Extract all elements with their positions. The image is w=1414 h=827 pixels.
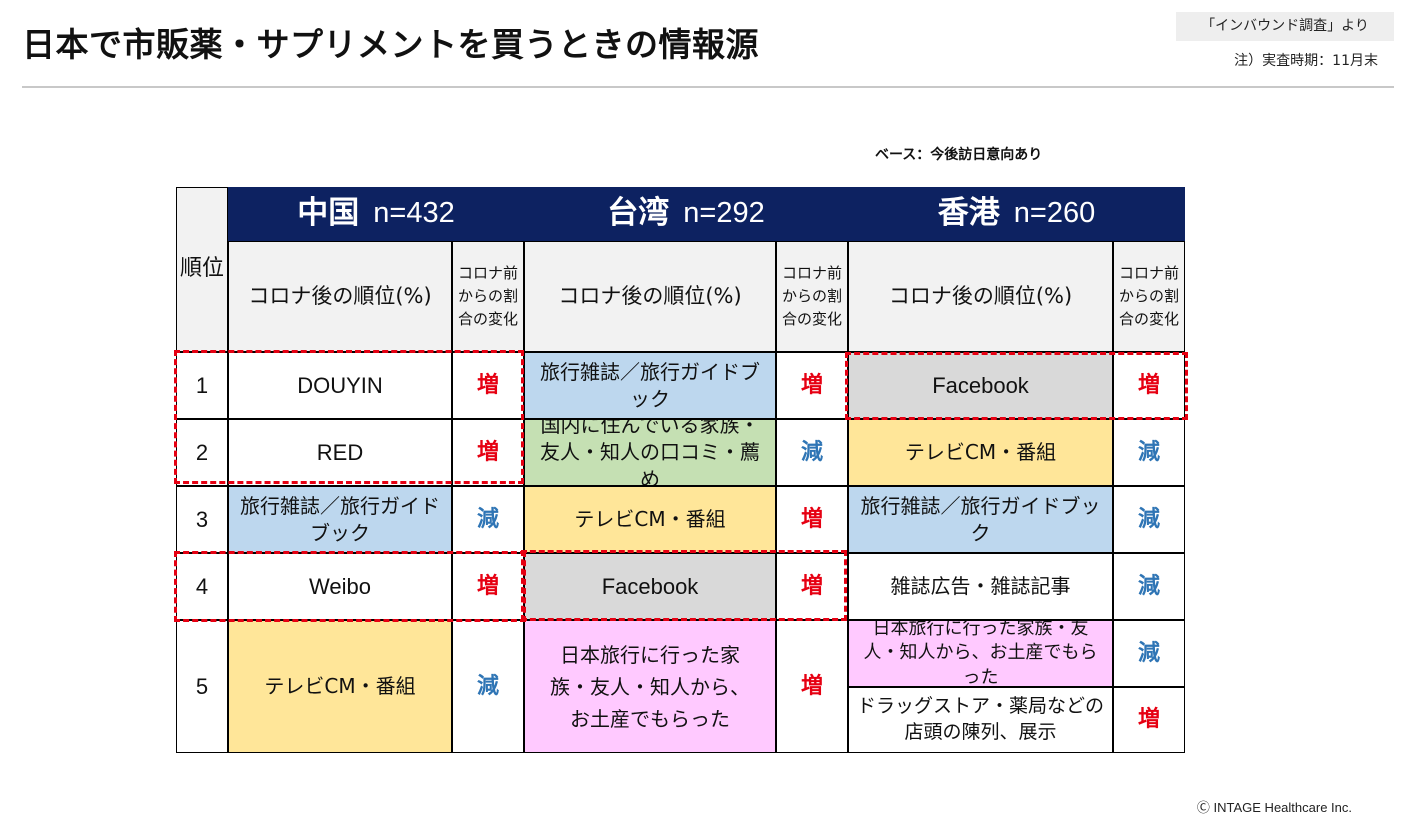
base-note: ベース：今後訪日意向あり — [875, 147, 1043, 163]
taiwan-change-5: 増 — [776, 620, 848, 753]
sub-header-rank-pct: コロナ後の順位(%) — [228, 241, 452, 352]
rank-cell: 5 — [176, 620, 228, 753]
rank-cell: 3 — [176, 486, 228, 553]
taiwan-change-1: 増 — [776, 352, 848, 419]
china-change-5: 減 — [452, 620, 524, 753]
survey-period-note: 注）実査時期：11月末 — [1234, 53, 1378, 69]
sub-header-change: コロナ前からの割合の変化 — [776, 241, 848, 352]
taiwan-change-2: 減 — [776, 419, 848, 486]
highlight-hongkong-rank-1 — [845, 352, 1188, 420]
page-title: 日本で市販薬・サプリメントを買うときの情報源 — [22, 25, 759, 64]
sample-size: n=432 — [373, 197, 455, 230]
sub-header-rank-pct: コロナ後の順位(%) — [848, 241, 1113, 352]
hongkong-item-5a: 日本旅行に行った家族・友人・知人から、お土産でもらった — [848, 620, 1113, 687]
hongkong-change-2: 減 — [1113, 419, 1185, 486]
china-change-1: 増 — [452, 352, 524, 419]
china-change-2: 増 — [452, 419, 524, 486]
rank-cell: 4 — [176, 553, 228, 620]
region-name: 香港 — [937, 195, 1000, 232]
taiwan-change-3: 増 — [776, 486, 848, 553]
source-label: 「インバウンド調査」より — [1176, 12, 1394, 41]
hongkong-item-2: テレビCM・番組 — [848, 419, 1113, 486]
highlight-china-rank-4 — [174, 551, 526, 622]
taiwan-item-2: 国内に住んでいる家族・友人・知人の口コミ・薦め — [524, 419, 776, 486]
region-header-hongkong: 香港 n=260 — [848, 187, 1185, 241]
sub-header-change: コロナ前からの割合の変化 — [452, 241, 524, 352]
rank-header: 順位 — [176, 187, 228, 352]
hongkong-item-1: Facebook — [848, 352, 1113, 419]
sample-size: n=292 — [683, 197, 765, 230]
region-name: 台湾 — [607, 195, 670, 232]
highlight-taiwan-rank-4 — [521, 550, 847, 621]
hongkong-change-1: 増 — [1113, 352, 1185, 419]
hongkong-item-5b: ドラッグストア・薬局などの店頭の陳列、展示 — [848, 687, 1113, 753]
china-item-2: RED — [228, 419, 452, 486]
hongkong-change-4: 減 — [1113, 553, 1185, 620]
taiwan-item-1: 旅行雑誌／旅行ガイドブック — [524, 352, 776, 419]
taiwan-item-5: 日本旅行に行った家族・友人・知人から、お土産でもらった — [524, 620, 776, 753]
taiwan-change-4: 増 — [776, 553, 848, 620]
title-divider — [22, 86, 1394, 88]
china-item-1: DOUYIN — [228, 352, 452, 419]
china-item-5: テレビCM・番組 — [228, 620, 452, 753]
highlight-china-rank-1-2 — [174, 350, 524, 484]
sub-header-change: コロナ前からの割合の変化 — [1113, 241, 1185, 352]
china-change-3: 減 — [452, 486, 524, 553]
rank-cell: 1 — [176, 352, 228, 419]
sample-size: n=260 — [1013, 197, 1096, 230]
region-header-taiwan: 台湾 n=292 — [524, 187, 848, 241]
taiwan-item-3: テレビCM・番組 — [524, 486, 776, 553]
region-name: 中国 — [297, 195, 360, 232]
region-header-china: 中国 n=432 — [228, 187, 524, 241]
hongkong-item-3: 旅行雑誌／旅行ガイドブック — [848, 486, 1113, 553]
china-change-4: 増 — [452, 553, 524, 620]
hongkong-change-5a: 減 — [1113, 620, 1185, 687]
hongkong-change-3: 減 — [1113, 486, 1185, 553]
china-item-4: Weibo — [228, 553, 452, 620]
sub-header-rank-pct: コロナ後の順位(%) — [524, 241, 776, 352]
taiwan-item-4: Facebook — [524, 553, 776, 620]
copyright: Ⓒ INTAGE Healthcare Inc. — [1196, 800, 1352, 815]
hongkong-change-5b: 増 — [1113, 687, 1185, 753]
hongkong-item-4: 雑誌広告・雑誌記事 — [848, 553, 1113, 620]
china-item-3: 旅行雑誌／旅行ガイドブック — [228, 486, 452, 553]
